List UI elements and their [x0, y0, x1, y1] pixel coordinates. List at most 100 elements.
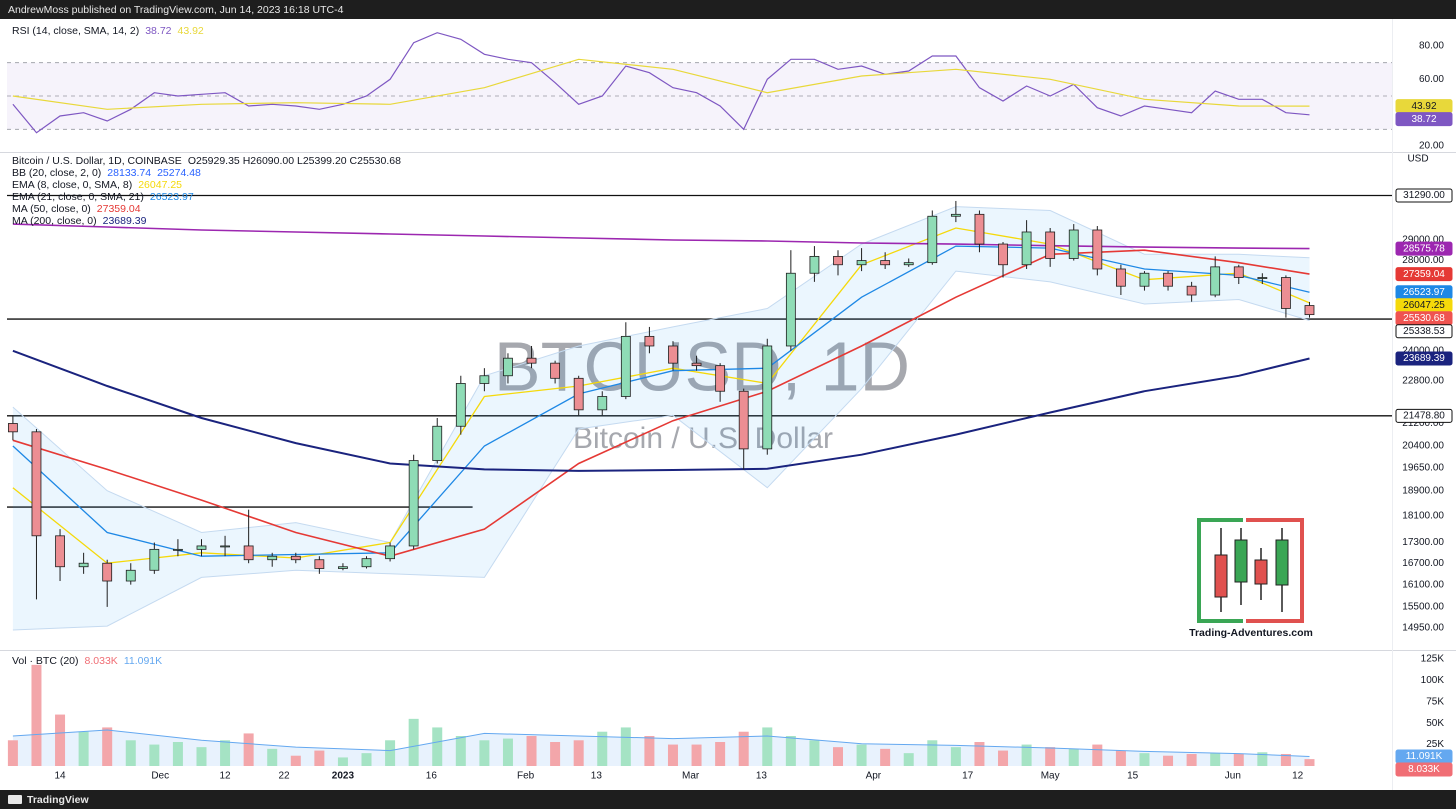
y-tick-label: 21200.00: [1402, 418, 1444, 429]
candle-body: [290, 555, 301, 561]
logo-text: Trading-Adventures.com: [1189, 627, 1313, 639]
volume-bar: [691, 744, 702, 766]
volume-bar: [432, 727, 443, 766]
volume-bar: [1115, 750, 1126, 766]
candle-body: [550, 362, 561, 379]
volume-bar: [102, 727, 113, 766]
volume-bar: [903, 753, 914, 766]
last-value-label-box: [1395, 112, 1453, 127]
y-tick-label: 25K: [1426, 739, 1444, 750]
candle-body: [903, 262, 914, 266]
volume-bar: [762, 727, 773, 766]
y-tick-label: 18100.00: [1402, 511, 1444, 522]
bollinger-upper: [12, 206, 1310, 544]
candle-body: [7, 423, 18, 433]
volume-bar: [573, 740, 584, 766]
volume-bar: [856, 744, 867, 766]
volume-bar: [337, 757, 348, 766]
volume-bar: [833, 747, 843, 766]
volume-bar: [220, 740, 231, 766]
ohlc-values: O25929.35 H26090.00 L25399.20 C25530.68: [188, 155, 401, 167]
volume-bar: [1304, 759, 1315, 766]
candle-body: [927, 215, 938, 264]
legend-name: EMA (21, close, 0, SMA, 21): [12, 191, 144, 203]
volume-bar: [55, 714, 66, 766]
line-label: 31290.00: [1403, 190, 1445, 201]
logo-candle: [1234, 539, 1248, 583]
last-value-label: 8.033K: [1408, 764, 1440, 775]
x-tick-label: 16: [426, 771, 438, 782]
volume-bar: [290, 755, 301, 766]
x-tick-label: 14: [54, 771, 66, 782]
x-tick-label: Apr: [866, 771, 882, 782]
volume-bar: [667, 744, 678, 766]
candle-body: [503, 357, 513, 377]
volume-bar: [1233, 754, 1244, 766]
candle-body: [1045, 231, 1056, 259]
volume-bar: [125, 740, 136, 766]
candle-body: [573, 377, 584, 411]
candle-body: [597, 396, 608, 411]
volume-bar: [243, 733, 254, 766]
last-value-label: 38.72: [1411, 114, 1436, 125]
y-tick-label: 17300.00: [1402, 537, 1444, 548]
x-tick-label: 15: [1127, 771, 1139, 782]
line-label: 21478.80: [1403, 410, 1445, 421]
bollinger-lower: [12, 270, 1310, 631]
publisher: AndrewMoss published on TradingView.com,…: [8, 4, 344, 16]
legend-value: 26523.97: [150, 191, 194, 203]
last-value-label-box: [1395, 267, 1453, 282]
candle-body: [196, 545, 207, 550]
x-tick-label: Mar: [682, 771, 700, 782]
rsi-line: [12, 32, 1310, 134]
line-label-box: [1395, 408, 1453, 423]
volume-bar: [385, 740, 396, 766]
candle-body: [809, 255, 820, 274]
candle-body: [526, 357, 537, 364]
volume-bar: [1092, 744, 1103, 766]
line-label: 25338.53: [1403, 326, 1445, 337]
x-tick-label: 13: [591, 771, 603, 782]
candle-body: [1233, 266, 1244, 278]
y-tick-label: 28000.00: [1402, 255, 1444, 266]
x-tick-label: Jun: [1225, 771, 1241, 782]
candle-body: [1163, 272, 1173, 287]
volume-bar: [361, 753, 372, 766]
candle-body: [243, 545, 254, 561]
bottom-bar: [0, 790, 1456, 809]
candle-body: [738, 390, 749, 450]
candle-body: [1068, 229, 1079, 259]
candle-body: [668, 345, 678, 364]
logo-candle: [1275, 539, 1289, 586]
volume-bar: [620, 727, 631, 766]
legend-value: 26047.25: [138, 179, 182, 191]
volume-bar: [408, 718, 419, 766]
candle-body: [1257, 277, 1268, 279]
moving-average: [12, 249, 1310, 558]
volume-bar: [998, 750, 1009, 766]
volume-bar: [1139, 753, 1150, 766]
volume-bar: [1021, 744, 1032, 766]
last-value-label-box: [1395, 241, 1453, 256]
candle-body: [1186, 285, 1197, 296]
candle-body: [833, 255, 843, 266]
moving-average: [12, 245, 1310, 557]
candle-body: [1139, 272, 1150, 287]
candle-body: [361, 558, 372, 568]
y-tick-label: 15500.00: [1402, 602, 1444, 613]
volume-bar: [172, 742, 183, 766]
candle-body: [220, 545, 230, 548]
indicator-title: Vol · BTC (20): [12, 655, 79, 667]
volume-ma-area: [12, 730, 1310, 766]
candle-body: [455, 383, 466, 427]
y-tick-label: 29000.00: [1402, 235, 1444, 246]
candle-body: [102, 562, 113, 582]
volume-bar: [1280, 754, 1291, 766]
line-label-box: [1395, 324, 1453, 339]
legend-value: 27359.04: [97, 203, 141, 215]
y-tick-label: 19650.00: [1402, 463, 1444, 474]
candle-body: [950, 213, 961, 217]
candle-body: [1115, 268, 1126, 287]
candle-body: [149, 548, 160, 571]
line-label-box: [1395, 188, 1453, 203]
